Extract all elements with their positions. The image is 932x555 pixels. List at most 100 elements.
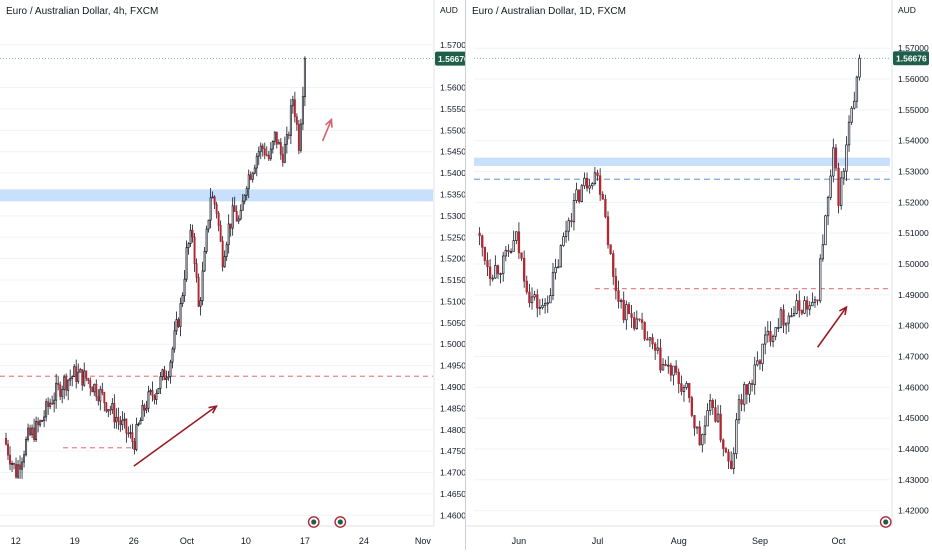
candle-body xyxy=(750,383,754,385)
candle-body xyxy=(283,143,286,163)
candle-body xyxy=(515,231,518,242)
price-axis-tick-label: 1.57000 xyxy=(898,43,929,53)
candle-body xyxy=(269,148,272,160)
candle-body xyxy=(261,145,264,150)
price-axis-tick-label: 1.53500 xyxy=(440,189,465,199)
candle-body xyxy=(546,302,549,305)
candle-body xyxy=(795,300,798,314)
candle-body xyxy=(813,299,817,303)
candle-body xyxy=(612,253,615,277)
candle-body xyxy=(79,369,82,373)
candle-body xyxy=(604,198,607,218)
candle-body xyxy=(7,443,9,456)
candle-body xyxy=(303,58,306,97)
candle-body xyxy=(808,305,811,310)
candle-body xyxy=(249,174,252,180)
candle-body xyxy=(557,266,560,269)
candle-body xyxy=(139,420,142,425)
candle-body xyxy=(45,401,48,418)
candle-body xyxy=(101,388,104,393)
candle-body xyxy=(147,391,150,409)
candle-body xyxy=(57,382,60,386)
candle-body xyxy=(790,315,793,318)
candle-body xyxy=(688,383,691,398)
candle-body xyxy=(199,300,202,307)
candle-body xyxy=(245,188,248,196)
chart-pane-4h[interactable]: Euro / Australian Dollar, 4h, FXCM AUD 1.… xyxy=(0,0,471,550)
candle-body xyxy=(648,337,652,341)
candle-body xyxy=(99,388,102,402)
candle-body xyxy=(538,307,542,309)
price-axis-tick-label: 1.50000 xyxy=(898,259,929,269)
last-price-badge xyxy=(435,51,471,66)
candle-body xyxy=(840,177,843,206)
candle-body xyxy=(287,134,290,136)
candle-body xyxy=(299,123,302,151)
candle-body xyxy=(842,170,845,179)
candle-body xyxy=(243,194,246,202)
candle-body xyxy=(259,145,262,153)
candle-body xyxy=(567,220,570,232)
candle-body xyxy=(703,425,707,435)
candle-body xyxy=(709,400,712,411)
candle-body xyxy=(119,420,122,426)
candle-body xyxy=(293,99,296,118)
candle-body xyxy=(714,407,717,422)
candle-body xyxy=(151,390,154,397)
price-axis-tick-label: 1.51000 xyxy=(440,296,465,306)
candle-body xyxy=(253,167,256,174)
candle-body xyxy=(171,348,174,363)
price-axis-tick-label: 1.54000 xyxy=(898,136,929,146)
candle-body xyxy=(129,432,132,434)
candle-body xyxy=(845,144,848,172)
candle-body xyxy=(107,409,110,412)
candle-body xyxy=(502,255,505,274)
support-zone xyxy=(0,189,433,202)
candle-body xyxy=(193,236,196,264)
candle-body xyxy=(735,419,738,455)
candle-body xyxy=(690,397,694,416)
chart-pane-1d[interactable]: Euro / Australian Dollar, 1D, FXCM AUD 1.… xyxy=(466,0,932,550)
candle-body xyxy=(832,147,835,177)
candle-body xyxy=(572,200,576,223)
candle-body xyxy=(51,402,54,405)
chart-canvas-1d[interactable]: AUD 1.42000 1.43000 1.44000 1.45000 1.46000 1.… xyxy=(466,0,932,550)
candle-body xyxy=(803,300,806,314)
candle-body xyxy=(486,260,489,268)
candle-body xyxy=(779,309,783,328)
candle-body xyxy=(554,266,557,274)
trend-arrow-icon xyxy=(839,305,848,316)
candle-body xyxy=(55,382,58,401)
candle-body xyxy=(73,366,76,377)
trend-arrow-icon xyxy=(324,117,333,128)
candle-body xyxy=(756,360,759,366)
candle-body xyxy=(792,313,796,317)
candle-body xyxy=(153,395,156,400)
candle-body xyxy=(591,183,594,187)
time-axis-tick-label: 12 xyxy=(11,536,21,546)
price-axis-tick-label: 1.43000 xyxy=(898,475,929,485)
candle-body xyxy=(578,189,581,202)
candle-body xyxy=(625,304,628,321)
candle-body xyxy=(237,218,240,222)
candle-body xyxy=(95,383,98,398)
price-axis-tick-label: 1.55000 xyxy=(440,125,465,135)
candle-body xyxy=(761,343,764,365)
time-axis-tick-label: Sep xyxy=(752,536,768,546)
candle-body xyxy=(59,384,62,397)
candle-body xyxy=(617,290,620,302)
candle-body xyxy=(693,415,696,429)
candle-body xyxy=(217,212,220,226)
candle-body xyxy=(837,167,840,206)
candle-body xyxy=(115,416,118,423)
candle-body xyxy=(31,427,34,436)
candle-body xyxy=(159,376,162,389)
candle-body xyxy=(504,249,507,257)
chart-canvas-4h[interactable]: AUD 1.46000 1.46500 1.47000 1.47500 1.48000 1.… xyxy=(0,0,471,550)
candle-body xyxy=(189,229,192,244)
price-axis-tick-label: 1.50000 xyxy=(440,339,465,349)
candle-body xyxy=(231,205,234,229)
candle-body xyxy=(205,228,208,252)
candle-body xyxy=(847,121,851,146)
price-axis-tick-label: 1.55500 xyxy=(440,104,465,114)
